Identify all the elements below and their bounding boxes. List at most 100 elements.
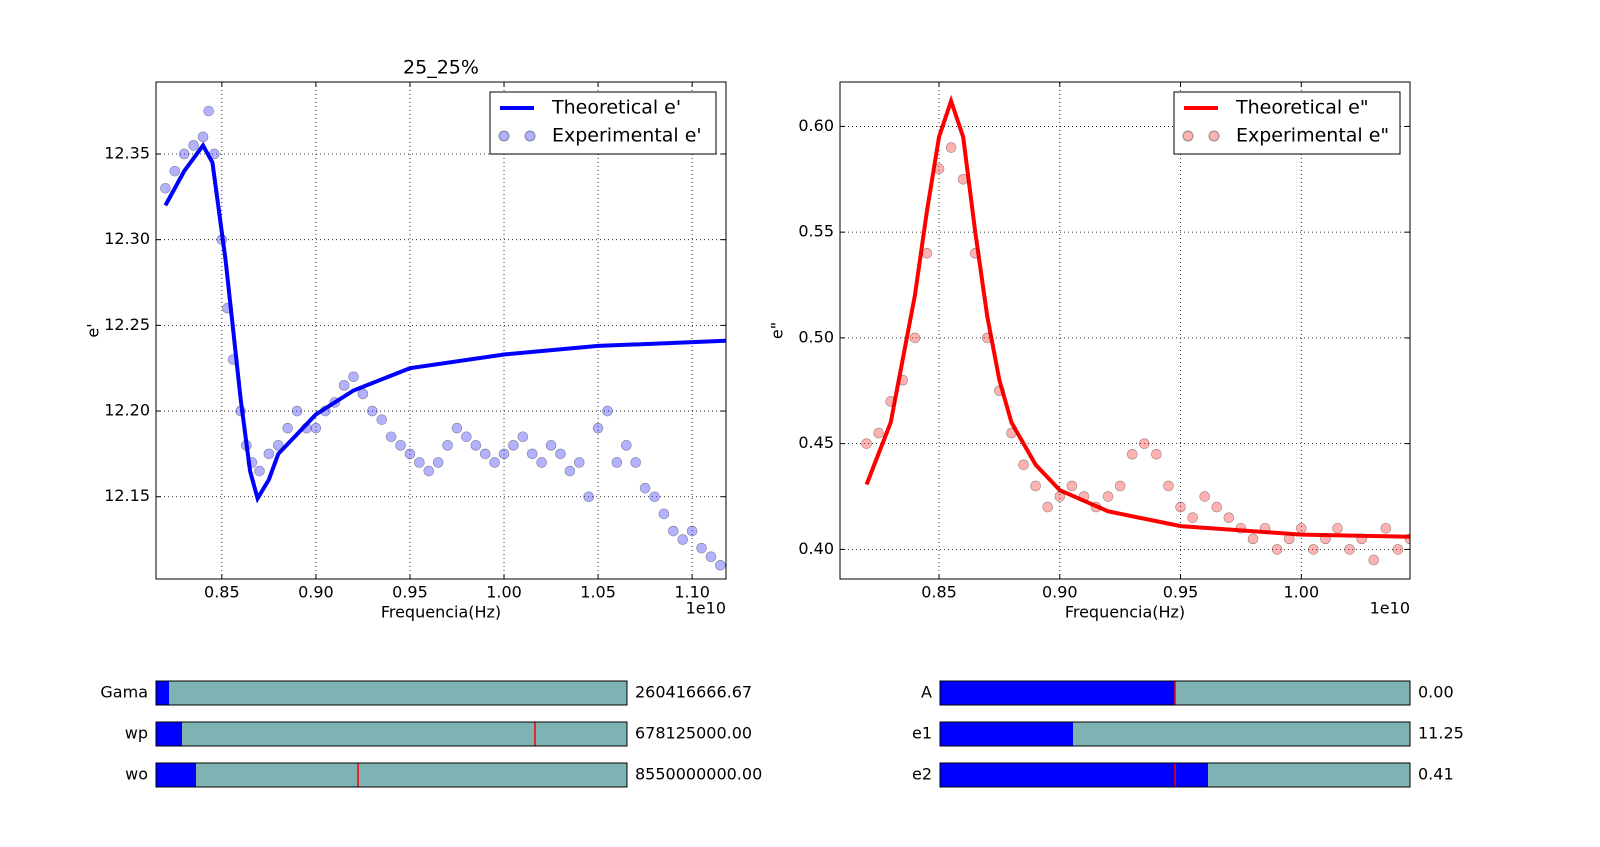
- point: [1271, 544, 1283, 555]
- y-axis-label: e": [768, 322, 787, 339]
- point: [329, 397, 341, 408]
- point: [611, 457, 623, 468]
- point: [1296, 522, 1307, 534]
- point: [1114, 480, 1126, 492]
- x-tick-label: 0.95: [1163, 583, 1199, 602]
- point: [209, 148, 220, 160]
- slider-label: A: [921, 683, 932, 702]
- legend-label: Experimental e": [1236, 125, 1389, 147]
- point: [1235, 522, 1247, 534]
- legend-label: Theoretical e": [1235, 97, 1369, 119]
- point: [1139, 438, 1150, 449]
- point: [338, 380, 350, 391]
- slider-value: 260416666.67: [635, 683, 752, 702]
- point: [957, 173, 969, 185]
- point: [536, 457, 547, 468]
- point: [602, 405, 613, 417]
- y-tick-label: 0.45: [798, 433, 834, 452]
- slider[interactable]: wp 678125000.00: [125, 721, 752, 747]
- point: [517, 431, 529, 443]
- point: [240, 440, 252, 451]
- point: [404, 448, 416, 460]
- slider-label: Gama: [100, 683, 148, 702]
- slider[interactable]: Gama 260416666.67: [100, 680, 752, 706]
- point: [1102, 491, 1114, 502]
- point: [432, 457, 444, 468]
- point: [1283, 533, 1295, 545]
- slider[interactable]: wo 8550000000.00: [125, 762, 762, 788]
- slider-fill: [156, 763, 196, 787]
- point: [982, 332, 993, 344]
- x-tick-label: 0.85: [921, 583, 957, 602]
- line: [163, 141, 726, 504]
- point: [414, 457, 425, 468]
- point: [1163, 480, 1174, 492]
- legend: Theoretical e" Experimental e": [1173, 91, 1401, 155]
- point: [1392, 544, 1404, 555]
- slider-label: e1: [912, 724, 932, 743]
- slider[interactable]: e1 11.25: [912, 721, 1464, 747]
- point: [686, 525, 698, 537]
- point: [188, 140, 199, 151]
- legend-box: [489, 91, 717, 155]
- point: [555, 448, 566, 460]
- slider[interactable]: e2 0.41: [912, 762, 1454, 788]
- slider-frame: [939, 762, 1411, 788]
- slider-frame: [155, 721, 628, 747]
- point: [630, 457, 642, 468]
- point: [1211, 501, 1223, 513]
- x-tick-label: 1.00: [1284, 583, 1320, 602]
- slider-value: 0.00: [1418, 683, 1454, 702]
- point: [1187, 512, 1198, 523]
- y-tick-label: 0.40: [798, 539, 834, 558]
- point: [1223, 512, 1235, 523]
- point: [696, 542, 707, 554]
- point: [263, 448, 275, 460]
- point: [639, 482, 651, 494]
- slider-fill: [940, 722, 1073, 746]
- plot-area: [840, 82, 1410, 579]
- point: [573, 457, 585, 468]
- x-offset-label: 1e10: [1370, 599, 1410, 618]
- x-tick-label: 0.95: [392, 583, 428, 602]
- y-tick-label: 12.30: [104, 229, 150, 248]
- x-axis-label: Frequencia(Hz): [1065, 603, 1185, 622]
- point: [705, 551, 717, 563]
- point: [291, 405, 303, 417]
- x-tick-label: 0.90: [298, 583, 334, 602]
- slider-fill: [156, 722, 182, 746]
- point: [310, 422, 322, 434]
- point: [203, 105, 214, 117]
- slider-track: [156, 763, 627, 787]
- axes-frame: [839, 81, 1411, 580]
- point: [592, 422, 604, 434]
- y-tick-label: 0.50: [798, 327, 834, 346]
- point: [169, 165, 181, 177]
- point: [489, 457, 500, 468]
- point: [216, 234, 228, 245]
- point: [1175, 501, 1186, 513]
- plot-area: [156, 82, 726, 579]
- slider-fill: [940, 681, 1175, 705]
- point: [222, 302, 233, 314]
- point: [545, 440, 557, 451]
- point: [348, 371, 359, 383]
- point: [715, 559, 726, 571]
- point: [508, 440, 519, 451]
- point: [1308, 544, 1319, 555]
- y-tick-label: 12.15: [104, 486, 150, 505]
- axes-frame: [155, 81, 727, 580]
- point: [526, 448, 538, 460]
- point: [564, 465, 576, 477]
- point: [479, 448, 491, 460]
- slider[interactable]: A 0.00: [921, 680, 1454, 706]
- point: [897, 374, 909, 386]
- y-tick-label: 12.35: [104, 143, 150, 162]
- point: [272, 440, 284, 451]
- axes: 0.85 0.90 0.95 1.00 0.40 0.45 0.50 0.55 0.60 Freq…: [768, 81, 1411, 622]
- y-tick-label: 0.60: [798, 116, 834, 135]
- point: [1247, 533, 1259, 545]
- legend-swatch: [1182, 130, 1194, 142]
- point: [178, 148, 190, 160]
